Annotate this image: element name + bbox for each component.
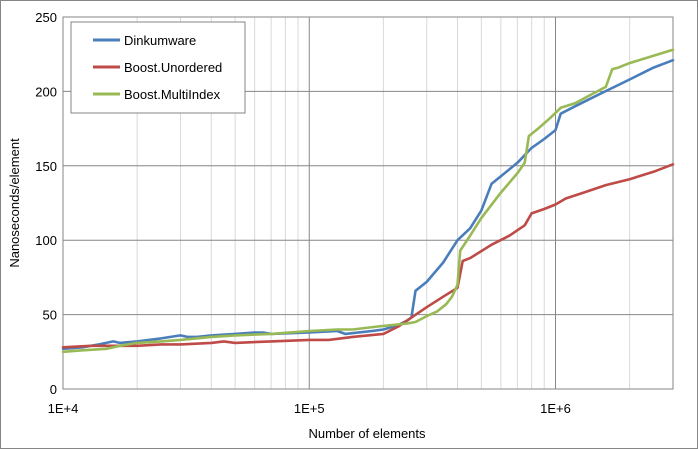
legend-entry-dinkumware: Dinkumware bbox=[93, 33, 196, 48]
legend-entry-boost-multiindex: Boost.MultiIndex bbox=[93, 87, 221, 102]
x-axis-title: Number of elements bbox=[308, 426, 426, 441]
y-tick-label: 100 bbox=[35, 233, 57, 248]
series-line-boost-multiindex bbox=[61, 48, 675, 354]
x-tick-label: 1E+5 bbox=[294, 401, 325, 416]
y-tick-label: 0 bbox=[50, 382, 57, 397]
legend-label-dinkumware: Dinkumware bbox=[124, 33, 196, 48]
y-axis-title: Nanoseconds/element bbox=[7, 138, 22, 268]
tick-labels: 0 50 100 150 200 250 1E+4 1E+5 1E+6 bbox=[35, 10, 571, 416]
plot-area-border bbox=[62, 16, 674, 390]
legend-label-boost-unordered: Boost.Unordered bbox=[124, 60, 222, 75]
y-tick-label: 200 bbox=[35, 84, 57, 99]
y-tick-label: 150 bbox=[35, 159, 57, 174]
x-tick-label: 1E+4 bbox=[48, 401, 79, 416]
series-layer bbox=[61, 48, 675, 354]
y-tick-label: 250 bbox=[35, 10, 57, 25]
series-line-boost-unordered bbox=[61, 163, 675, 349]
minor-gridlines bbox=[136, 17, 631, 389]
legend-entry-boost-unordered: Boost.Unordered bbox=[93, 60, 222, 75]
legend: Dinkumware Boost.Unordered Boost.MultiIn… bbox=[70, 21, 246, 114]
x-tick-label: 1E+6 bbox=[540, 401, 571, 416]
y-tick-label: 50 bbox=[43, 308, 57, 323]
legend-label-boost-multiindex: Boost.MultiIndex bbox=[124, 87, 221, 102]
